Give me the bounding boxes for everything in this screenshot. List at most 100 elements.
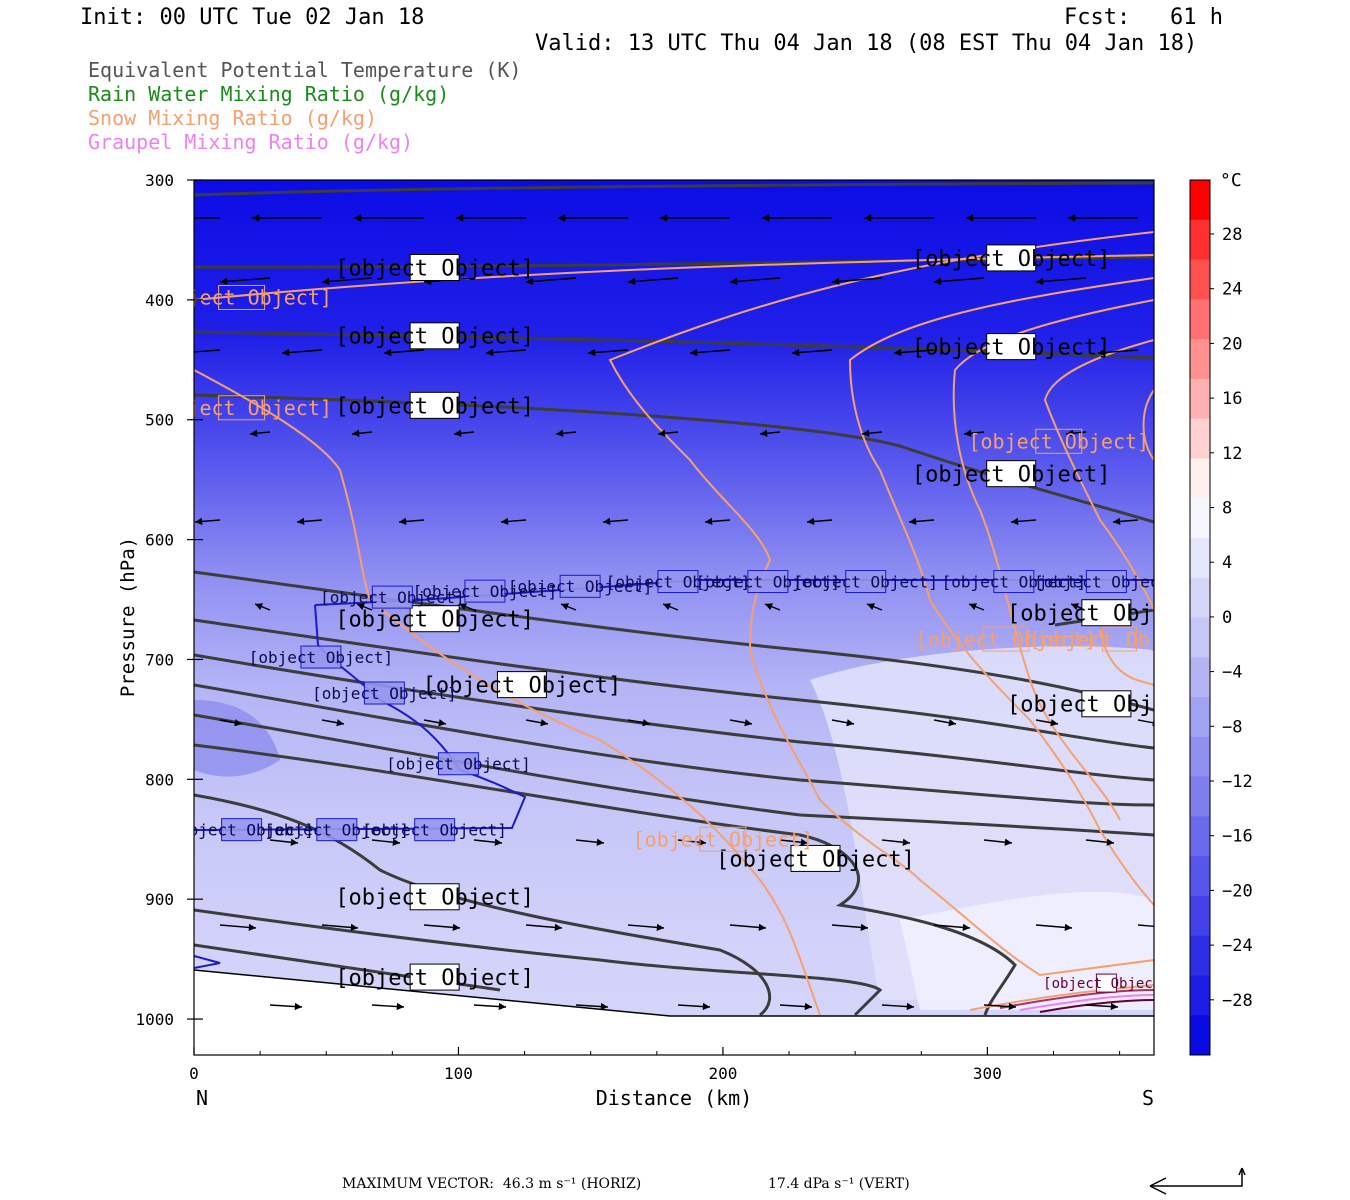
temperature-label: [object Object] xyxy=(249,645,394,669)
init-time: Init: 00 UTC Tue 02 Jan 18 xyxy=(80,5,425,30)
svg-text:[object Object]: [object Object] xyxy=(151,396,332,420)
y-tick-label: 900 xyxy=(145,890,174,909)
wind-arrow xyxy=(371,1002,405,1011)
temperature-label: [object Object] xyxy=(362,818,507,842)
reference-vector xyxy=(1149,1167,1246,1195)
colorbar-swatch xyxy=(1190,697,1210,738)
wind-arrow xyxy=(269,1002,303,1011)
colorbar-swatch xyxy=(1190,1015,1210,1056)
wind-arrow xyxy=(762,214,832,222)
wind-arrow xyxy=(351,429,373,437)
colorbar-swatch xyxy=(1190,180,1210,221)
temperature-label: [object Object] xyxy=(413,579,557,603)
wind-arrow xyxy=(729,923,767,932)
temperature-label: [object Object] xyxy=(508,574,652,598)
colorbar-swatch xyxy=(1190,776,1210,817)
wind-arrow xyxy=(423,719,447,727)
wind-arrow xyxy=(866,603,883,611)
below-ground xyxy=(194,970,1154,1055)
svg-text:[object Object]: [object Object] xyxy=(335,886,534,911)
colorbar-swatch xyxy=(1190,895,1210,937)
wind-arrow xyxy=(371,838,401,846)
wind-arrow xyxy=(194,517,221,526)
svg-text:[object Object]: [object Object] xyxy=(362,820,507,839)
wind-arrow xyxy=(219,719,243,727)
graupel-contour xyxy=(1039,999,1154,1013)
temperature-label: [object Object] xyxy=(793,570,938,594)
svg-text:[object Object]: [object Object] xyxy=(633,827,814,851)
theta-e-label: [object Object] xyxy=(335,605,534,633)
colorbar-label: −20 xyxy=(1222,881,1253,901)
colorbar-swatch xyxy=(1190,378,1210,420)
theta-e-label: [object Object] xyxy=(335,883,534,911)
svg-text:[object Object]: [object Object] xyxy=(916,627,1097,651)
wind-arrow xyxy=(966,214,1036,222)
colorbar-swatch xyxy=(1190,418,1210,459)
colorbar-label: −28 xyxy=(1222,991,1253,1011)
wind-arrow xyxy=(764,603,781,611)
svg-text:[object Object]: [object Object] xyxy=(912,463,1111,488)
snow-contour xyxy=(1099,629,1154,686)
wind-arrow xyxy=(831,923,869,932)
theta-e-line xyxy=(194,943,501,992)
wind-arrow xyxy=(560,603,577,611)
x-tick-label: 300 xyxy=(973,1064,1002,1083)
forecast-hour: Fcst: 61 h xyxy=(1064,5,1223,30)
wind-arrow xyxy=(968,603,985,611)
temperature-label: [object Object] xyxy=(942,570,1086,594)
wind-arrow xyxy=(383,348,425,357)
snow-contour xyxy=(194,369,821,1016)
wind-arrow xyxy=(500,517,527,526)
wind-arrow xyxy=(423,923,461,932)
svg-text:[object Object]: [object Object] xyxy=(968,430,1149,454)
wind-arrow xyxy=(831,277,883,286)
wind-arrow xyxy=(864,214,934,222)
wind-arrow xyxy=(806,517,833,526)
svg-text:[object Object]: [object Object] xyxy=(249,648,394,667)
temperature-label: [object Object] xyxy=(265,818,409,842)
snow-contour xyxy=(1142,389,1154,461)
svg-text:[object Object]: [object Object] xyxy=(320,588,465,607)
max-vector-vert: 17.4 dPa s⁻¹ (VERT) xyxy=(768,1176,910,1192)
wind-arrow xyxy=(321,719,345,727)
colorbar-swatch xyxy=(1190,617,1210,658)
wind-arrow xyxy=(1097,348,1139,357)
warmest-region xyxy=(900,891,1154,1010)
theta-e-line xyxy=(194,793,771,1017)
snow-label: [object Object] xyxy=(968,428,1149,454)
wind-arrow xyxy=(456,214,526,222)
wind-arrow xyxy=(627,719,651,727)
colorbar-label: 4 xyxy=(1222,553,1232,573)
colorbar-label: −16 xyxy=(1222,827,1253,847)
theta-e-label: [object Object] xyxy=(335,254,534,281)
wind-arrow xyxy=(194,349,221,353)
wind-arrow xyxy=(933,719,957,727)
legend-graupel: Graupel Mixing Ratio (g/kg) xyxy=(88,130,414,154)
temperature-contour xyxy=(194,955,221,969)
y-axis-title: Pressure (hPa) xyxy=(117,537,139,697)
south-label: S xyxy=(1142,1086,1154,1110)
wind-arrow xyxy=(933,923,971,932)
colorbar-label: 12 xyxy=(1222,444,1242,464)
y-tick-label: 800 xyxy=(145,770,174,789)
wind-arrow xyxy=(558,214,628,222)
colorbar-label: 8 xyxy=(1222,499,1232,519)
wind-arrow xyxy=(662,603,679,611)
wind-arrow xyxy=(219,277,271,286)
wind-arrow xyxy=(219,923,257,932)
temperature-label: [object Object] xyxy=(320,585,465,609)
svg-text:[object Object]: [object Object] xyxy=(335,325,534,350)
colorbar-label: −12 xyxy=(1222,772,1253,792)
wind-arrow xyxy=(704,517,731,526)
svg-text:[object Object]: [object Object] xyxy=(912,247,1111,272)
wind-arrow xyxy=(269,838,299,846)
colorbar-swatch xyxy=(1190,219,1210,261)
colorbar-swatch xyxy=(1190,498,1210,539)
snow-label: [object Object] xyxy=(194,284,332,310)
theta-e-label: [object Object] xyxy=(335,391,534,419)
wind-arrow xyxy=(356,603,373,611)
wind-arrow xyxy=(254,603,271,611)
colorbar-swatch xyxy=(1190,259,1210,300)
colorbar-label: −24 xyxy=(1222,936,1253,956)
